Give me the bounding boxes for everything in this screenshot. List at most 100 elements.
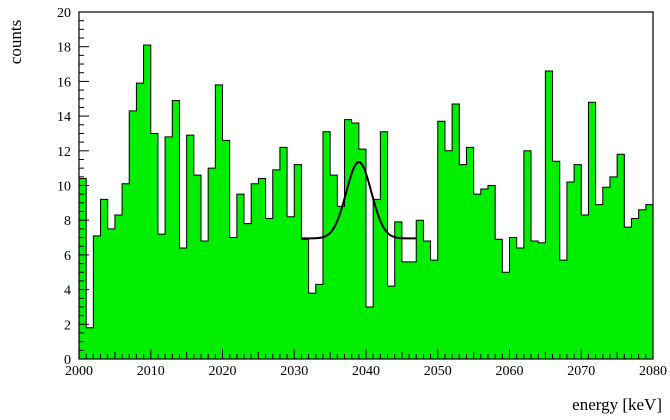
histogram-bin-41 <box>373 199 381 359</box>
histogram-bin-28 <box>279 147 288 359</box>
histogram-bin-4 <box>107 228 116 359</box>
histogram-bin-58 <box>495 239 503 359</box>
histogram-bin-9 <box>143 44 152 360</box>
histogram-bin-31 <box>301 239 309 359</box>
histogram-bin-71 <box>588 102 596 359</box>
histogram-bin-43 <box>387 286 396 359</box>
histogram-bin-7 <box>129 110 137 360</box>
histogram-bin-62 <box>523 150 532 359</box>
histogram-bin-11 <box>157 234 166 359</box>
histogram-bin-38 <box>351 123 360 359</box>
histogram-bin-77 <box>631 218 640 359</box>
histogram-bin-5 <box>114 214 123 359</box>
y-tick-label: 0 <box>64 353 71 368</box>
histogram-bin-49 <box>430 260 439 359</box>
x-tick-label: 2040 <box>352 364 380 379</box>
fit-curve-layer <box>301 161 417 240</box>
histogram-bin-40 <box>366 306 374 359</box>
histogram-bin-34 <box>322 131 331 359</box>
y-tick-label: 4 <box>64 284 71 299</box>
histogram-bin-64 <box>538 242 546 359</box>
histogram-bin-47 <box>416 220 424 359</box>
histogram-bin-72 <box>595 204 604 359</box>
y-axis-title: counts <box>6 20 25 64</box>
histogram-bin-19 <box>215 84 223 360</box>
histogram-bin-60 <box>509 237 518 359</box>
histogram-bin-39 <box>358 149 367 359</box>
histogram-bin-3 <box>100 199 109 359</box>
histogram-bin-66 <box>552 161 561 359</box>
histogram-outline <box>78 44 654 359</box>
histogram-bin-37 <box>344 119 353 359</box>
histogram-bin-0 <box>79 178 87 359</box>
histogram-bin-48 <box>423 241 431 359</box>
y-tick-label: 18 <box>57 41 71 56</box>
histogram-bin-50 <box>437 121 446 360</box>
histogram-bin-10 <box>150 133 159 359</box>
histogram-bin-68 <box>566 182 575 359</box>
x-tick-label: 2080 <box>639 364 667 379</box>
y-tick-label: 10 <box>57 180 71 195</box>
histogram-bin-2 <box>93 235 101 359</box>
histogram-bin-26 <box>265 218 274 359</box>
histogram-bin-59 <box>502 272 510 359</box>
x-tick-label: 2020 <box>209 364 237 379</box>
histogram-bin-61 <box>516 247 525 359</box>
histogram-bin-20 <box>222 140 231 359</box>
histogram-bin-33 <box>315 284 324 359</box>
histogram-bin-52 <box>452 103 460 359</box>
y-tick-label: 16 <box>57 75 71 90</box>
x-tick-label: 2070 <box>567 364 595 379</box>
y-tick-label: 6 <box>64 249 71 264</box>
histogram-bin-54 <box>466 147 475 359</box>
x-tick-label: 2060 <box>496 364 524 379</box>
histogram-bin-8 <box>136 83 144 359</box>
histogram-bin-74 <box>609 176 618 359</box>
histogram-bin-15 <box>186 135 195 359</box>
histogram-bin-12 <box>165 136 173 359</box>
histogram-bin-76 <box>624 227 632 359</box>
histogram-bin-67 <box>559 260 568 359</box>
histogram-bin-53 <box>459 164 467 359</box>
histogram-bin-32 <box>308 293 317 359</box>
histogram-bin-24 <box>251 183 259 359</box>
histogram-bin-79 <box>645 204 654 359</box>
x-tick-label: 2030 <box>280 364 308 379</box>
histogram-bin-29 <box>287 216 295 359</box>
histogram-bin-45 <box>401 261 410 359</box>
histogram-bin-30 <box>294 164 302 359</box>
histogram-bin-56 <box>480 188 489 359</box>
x-axis-title: energy [keV] <box>572 395 662 414</box>
histogram-bin-16 <box>193 175 202 359</box>
histogram-bin-13 <box>172 100 180 360</box>
histogram-bin-69 <box>574 164 582 359</box>
histogram-bin-73 <box>602 187 611 359</box>
histogram-bin-70 <box>581 214 589 359</box>
histogram-bin-23 <box>244 223 252 359</box>
y-tick-label: 14 <box>57 110 71 125</box>
histogram-bin-14 <box>179 247 188 359</box>
histogram-bin-78 <box>638 209 647 359</box>
x-tick-label: 2000 <box>65 364 93 379</box>
histogram-bin-36 <box>337 206 345 359</box>
histogram-bin-35 <box>330 175 338 359</box>
histogram-bin-21 <box>229 237 238 359</box>
histogram-bin-65 <box>545 70 553 360</box>
x-tick-label: 2050 <box>424 364 452 379</box>
gaussian-fit-line <box>301 161 417 240</box>
y-tick-label: 12 <box>57 145 71 160</box>
histogram-bars <box>78 44 654 360</box>
y-tick-label: 8 <box>64 214 71 229</box>
histogram-bin-63 <box>531 241 539 359</box>
histogram-bin-42 <box>380 131 388 359</box>
histogram-bin-17 <box>200 241 209 359</box>
histogram-bin-51 <box>444 150 453 359</box>
histogram-bin-44 <box>394 221 403 359</box>
histogram-bin-6 <box>122 183 130 359</box>
histogram-bin-27 <box>272 169 281 359</box>
histogram-bin-18 <box>208 168 216 359</box>
histogram-bin-22 <box>236 194 245 359</box>
axis-ticks: 2000 2010 2020 2030 2040 2050 2060 2070 20800246… <box>57 6 667 379</box>
y-tick-label: 2 <box>64 318 71 333</box>
